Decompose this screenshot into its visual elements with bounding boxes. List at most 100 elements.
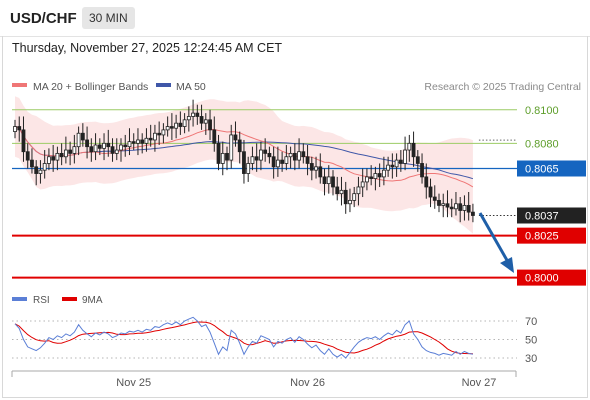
candle-down xyxy=(415,156,420,164)
candle-down xyxy=(97,144,102,149)
candle-down xyxy=(25,151,30,161)
candle-down xyxy=(377,173,382,178)
candle-up xyxy=(136,139,140,144)
candle-down xyxy=(322,176,327,185)
chart-frame xyxy=(2,36,588,398)
candle-up xyxy=(386,164,391,171)
candle-up xyxy=(47,156,51,164)
candle-down xyxy=(68,149,73,154)
candle-down xyxy=(309,163,314,171)
symbol-title: USD/CHF xyxy=(10,10,77,27)
candle-up xyxy=(454,203,458,210)
datetime-label: Thursday, November 27, 2025 12:24:45 AM … xyxy=(12,41,283,55)
candle-up xyxy=(203,119,208,124)
candle-down xyxy=(106,142,111,148)
candle-up xyxy=(394,159,399,168)
header-bar: USD/CHF 30 MIN xyxy=(0,0,590,37)
candle-down xyxy=(212,129,217,144)
candle-down xyxy=(267,152,272,158)
legend-ma20-swatch xyxy=(12,83,27,87)
candle-down xyxy=(30,159,34,168)
candle-up xyxy=(13,126,17,132)
candle-down xyxy=(148,137,153,141)
candle-up xyxy=(76,132,81,148)
resistance-tag-0.8100: 0.8100 xyxy=(525,105,559,117)
candle-down xyxy=(233,134,238,141)
last-price-tag-label: 0.8037 xyxy=(525,211,559,223)
x-tick-label: Nov 26 xyxy=(290,377,325,389)
candle-up xyxy=(288,152,293,158)
candle-down xyxy=(471,211,475,216)
rsi-tick-50: 50 xyxy=(525,335,537,347)
candle-up xyxy=(275,159,280,168)
candle-up xyxy=(153,132,157,141)
candle-down xyxy=(131,141,136,144)
forecast-arrow xyxy=(478,212,514,273)
candle-up xyxy=(365,176,369,183)
candle-up xyxy=(356,186,361,195)
support-tag-label-0.8025: 0.8025 xyxy=(525,231,559,243)
candle-down xyxy=(318,166,323,178)
candle-down xyxy=(432,196,437,201)
candle-down xyxy=(140,139,145,144)
rsi-line xyxy=(14,316,474,359)
candle-down xyxy=(89,146,94,153)
candle-down xyxy=(301,151,306,158)
rsi-ma-line xyxy=(14,321,473,355)
legend-rsi-ma-swatch xyxy=(62,297,77,301)
candle-down xyxy=(263,149,268,154)
candle-down xyxy=(34,166,39,174)
candle-down xyxy=(445,203,450,208)
candle-down xyxy=(51,156,56,161)
candle-up xyxy=(165,126,170,131)
candle-down xyxy=(178,122,183,127)
candle-up xyxy=(144,137,149,144)
candle-up xyxy=(246,163,251,174)
candle-up xyxy=(407,142,412,151)
legend-ma20-label: MA 20 + Bollinger Bands xyxy=(33,81,148,93)
legend-ma50-label: MA 50 xyxy=(176,81,206,93)
candle-up xyxy=(119,144,123,151)
candle-up xyxy=(441,203,446,206)
candle-down xyxy=(449,206,454,210)
pivot-tag-box xyxy=(517,160,586,177)
candle-up xyxy=(352,193,357,201)
candle-down xyxy=(17,126,22,131)
candle-down xyxy=(195,112,200,117)
candle-up xyxy=(250,156,255,164)
candle-down xyxy=(199,116,204,124)
candle-up xyxy=(127,141,132,148)
candle-down xyxy=(157,132,162,136)
support-tag-label-0.8000: 0.8000 xyxy=(525,273,559,285)
candle-down xyxy=(80,132,85,141)
candle-up xyxy=(72,146,77,154)
candle-down xyxy=(254,156,259,161)
candle-up xyxy=(63,149,68,158)
candle-up xyxy=(220,152,225,164)
forecast-arrow-line xyxy=(478,212,510,263)
x-tick-label: Nov 27 xyxy=(462,377,497,389)
candle-down xyxy=(110,146,115,154)
candle-up xyxy=(114,149,119,154)
candle-up xyxy=(42,163,47,171)
candle-down xyxy=(271,156,276,168)
forecast-arrow-head xyxy=(500,257,514,273)
candle-down xyxy=(424,176,429,188)
candle-up xyxy=(326,176,331,185)
candle-down xyxy=(216,142,221,164)
candle-up xyxy=(284,156,289,164)
timeframe-button[interactable]: 30 MIN xyxy=(82,7,135,29)
candle-up xyxy=(339,189,344,195)
candle-up xyxy=(186,116,191,121)
candle-down xyxy=(169,126,174,129)
resistance-tag-0.8080: 0.8080 xyxy=(525,138,559,150)
level-tags-group: 0.8100 0.8080 0.8065 0.8037 0.8025 0.8000 xyxy=(517,105,586,286)
rsi-tick-30: 30 xyxy=(525,353,537,365)
candle-down xyxy=(398,159,403,164)
candle-up xyxy=(182,119,187,127)
x-axis: Nov 25 Nov 26 Nov 27 xyxy=(11,370,517,389)
candle-up xyxy=(38,169,43,174)
candles-group xyxy=(13,99,475,223)
candle-down xyxy=(242,151,246,174)
